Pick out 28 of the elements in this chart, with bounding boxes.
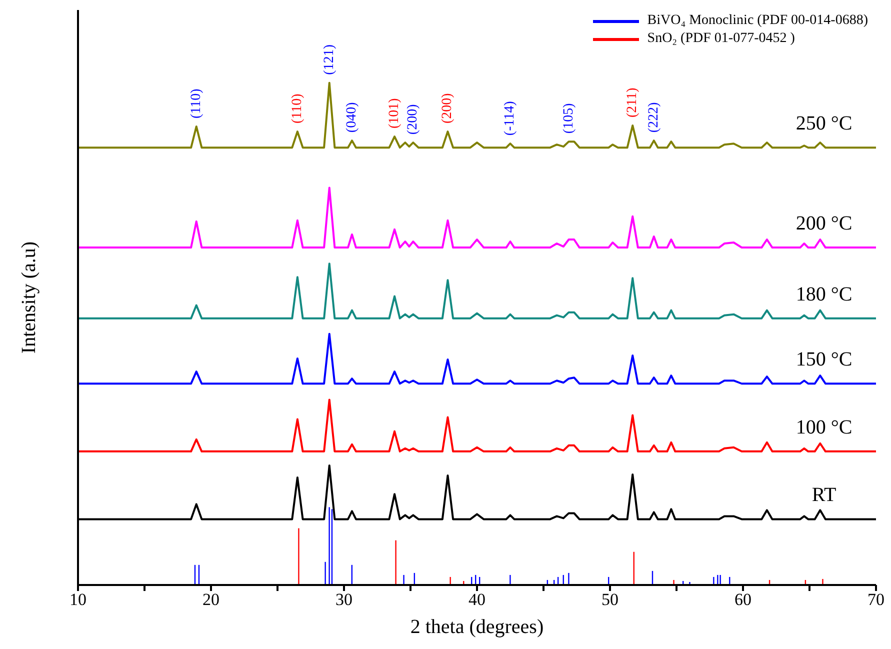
annotation: (200): [406, 104, 421, 135]
annotation: (200): [440, 92, 456, 124]
legend-label: BiVO₄ Monoclinic (PDF 00-014-0688): [647, 12, 868, 30]
x-tick-label: 60: [734, 590, 752, 610]
series-label: 200 °C: [796, 212, 852, 235]
annotation: (121): [322, 44, 337, 75]
x-axis-title: 2 theta (degrees): [410, 616, 544, 638]
x-tick-label: 50: [602, 590, 618, 610]
x-tick-label: 20: [202, 590, 220, 610]
annotation: (222): [646, 102, 662, 133]
annotation: (105): [561, 102, 576, 134]
annotation: (110): [188, 88, 204, 119]
x-tick-label: 70: [868, 590, 884, 610]
annotation: (040): [344, 102, 360, 133]
legend-label: SnO₂ (PDF 01-077-0452 ): [647, 30, 795, 48]
annotation: (211): [625, 87, 640, 118]
x-tick-label: 10: [70, 590, 86, 610]
x-tick-label: 40: [468, 590, 486, 610]
annotation: (101): [387, 98, 402, 129]
series-label: 180 °C: [796, 283, 852, 306]
series-label: 100 °C: [796, 416, 852, 438]
x-tick-label: 30: [336, 590, 352, 610]
annotation: (110): [290, 93, 305, 124]
series-label: 150 °C: [796, 348, 852, 371]
series-label: RT: [812, 484, 836, 506]
y-axis-title: Intensity (a.u): [18, 241, 40, 354]
annotation: (-114): [502, 100, 518, 136]
series-label: 250 °C: [796, 112, 852, 135]
